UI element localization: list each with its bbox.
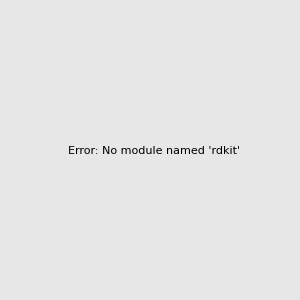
Text: Error: No module named 'rdkit': Error: No module named 'rdkit': [68, 146, 240, 157]
